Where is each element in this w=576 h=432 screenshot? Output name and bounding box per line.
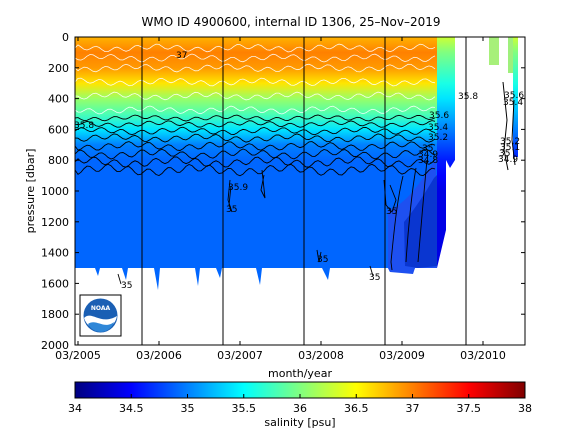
salinity-field-main	[75, 37, 437, 290]
x-axis-label: month/year	[268, 367, 332, 380]
deep-contours	[117, 159, 428, 285]
contour-label: 34.9	[418, 150, 438, 160]
contour-label: 35.6	[429, 111, 449, 121]
contour-label: 35.8	[458, 92, 478, 102]
colorbar-tick-label: 37	[406, 402, 420, 415]
contour-label: 34.8	[418, 156, 438, 166]
contour-label: 35	[369, 273, 380, 283]
y-tick-label: 1200	[41, 216, 69, 229]
contour-label: 35.4	[428, 123, 448, 133]
annual-lines	[141, 37, 467, 345]
colorbar-tick-label: 36	[293, 402, 307, 415]
noaa-logo-text: NOAA	[91, 305, 111, 312]
contour-label: 35.1	[500, 143, 520, 153]
x-tick-label: 03/2009	[379, 349, 425, 362]
x-tick-label: 03/2006	[136, 349, 182, 362]
x-tick-label: 03/2010	[460, 349, 506, 362]
thermocline-contour-line	[75, 126, 436, 136]
chart-title: WMO ID 4900600, internal ID 1306, 25–Nov…	[142, 15, 441, 29]
contour-label: 34.9	[498, 155, 518, 165]
y-tick-label: 1600	[41, 277, 69, 290]
y-tick-label: 2000	[41, 339, 69, 352]
colorbar-tick-label: 37.5	[457, 402, 482, 415]
thermocline-contour-line	[75, 120, 436, 128]
upper-contour-line	[75, 91, 436, 101]
late-profile-contour	[502, 81, 516, 171]
contour-label: 35	[386, 207, 397, 217]
x-tick-label: 03/2008	[298, 349, 344, 362]
contour-label: 37	[176, 51, 187, 61]
thermocline-contour-line	[75, 133, 436, 143]
contour-label: 35	[121, 281, 132, 291]
upper-contour-line	[75, 77, 436, 87]
y-tick-label: 1400	[41, 247, 69, 260]
upper-contours	[75, 43, 436, 115]
salinity-field-late	[437, 37, 455, 268]
thermocline-contour-line	[75, 141, 436, 151]
thermocline-contours	[75, 114, 436, 177]
late-profile-strip-2	[508, 37, 516, 73]
y-axis: 0 200 400 600 800 1000 1200 1400 1600 1800 2000	[41, 31, 525, 352]
upper-contour-line	[75, 53, 436, 63]
upper-contour-line	[75, 105, 436, 115]
y-tick-label: 1000	[41, 185, 69, 198]
contour-label: 35	[499, 149, 510, 159]
noaa-logo: NOAA	[79, 294, 122, 337]
contour-labels: 37 35.8 35.6 35.4 35.2 35 34.9 34.8 35.9…	[74, 51, 524, 291]
y-tick-label: 400	[48, 93, 69, 106]
late-profile-strip-3	[513, 37, 518, 157]
contour-label: 35.9	[228, 183, 248, 193]
x-tick-label: 03/2007	[217, 349, 263, 362]
colorbar-tick-label: 34.5	[119, 402, 144, 415]
y-tick-label: 800	[48, 154, 69, 167]
thermocline-contour-line	[75, 163, 436, 177]
y-axis-label: pressure [dbar]	[24, 149, 37, 234]
contour-label: 35	[422, 144, 433, 154]
y-tick-label: 0	[62, 31, 69, 44]
y-tick-label: 1800	[41, 308, 69, 321]
x-tick-label: 03/2005	[55, 349, 101, 362]
plot-area: 37 35.8 35.6 35.4 35.2 35 34.9 34.8 35.9…	[74, 37, 525, 345]
thermocline-contour-line	[75, 156, 436, 168]
colorbar-tick-label: 38	[518, 402, 532, 415]
colorbar-label: salinity [psu]	[264, 416, 335, 429]
contour-label: 35	[317, 255, 328, 265]
contour-label: 35.8	[74, 121, 94, 131]
contour-label: 35.4	[503, 98, 523, 108]
contour-label: 35.6	[504, 91, 524, 101]
thermocline-contour-line	[75, 148, 436, 160]
contour-label: 35.2	[500, 137, 520, 147]
contour-label: 35	[226, 205, 237, 215]
colorbar-ticks: 34 34.5 35 35.5 36 36.5 37 37.5 38	[68, 394, 532, 415]
thermocline-contour-line	[75, 114, 436, 122]
y-tick-label: 600	[48, 123, 69, 136]
colorbar-tick-label: 35	[181, 402, 195, 415]
colorbar-tick-label: 35.5	[232, 402, 257, 415]
deepest-fresh-water	[404, 175, 437, 268]
y-tick-label: 200	[48, 62, 69, 75]
upper-contour-line	[75, 43, 436, 53]
colorbar-tick-label: 36.5	[344, 402, 369, 415]
late-profile-strip-1	[489, 37, 499, 65]
contour-label: 35.2	[428, 133, 448, 143]
upper-contour-line	[75, 63, 436, 73]
x-axis: 03/2005 03/2006 03/2007 03/2008 03/2009 03/20…	[55, 37, 506, 362]
colorbar-tick-label: 34	[68, 402, 82, 415]
